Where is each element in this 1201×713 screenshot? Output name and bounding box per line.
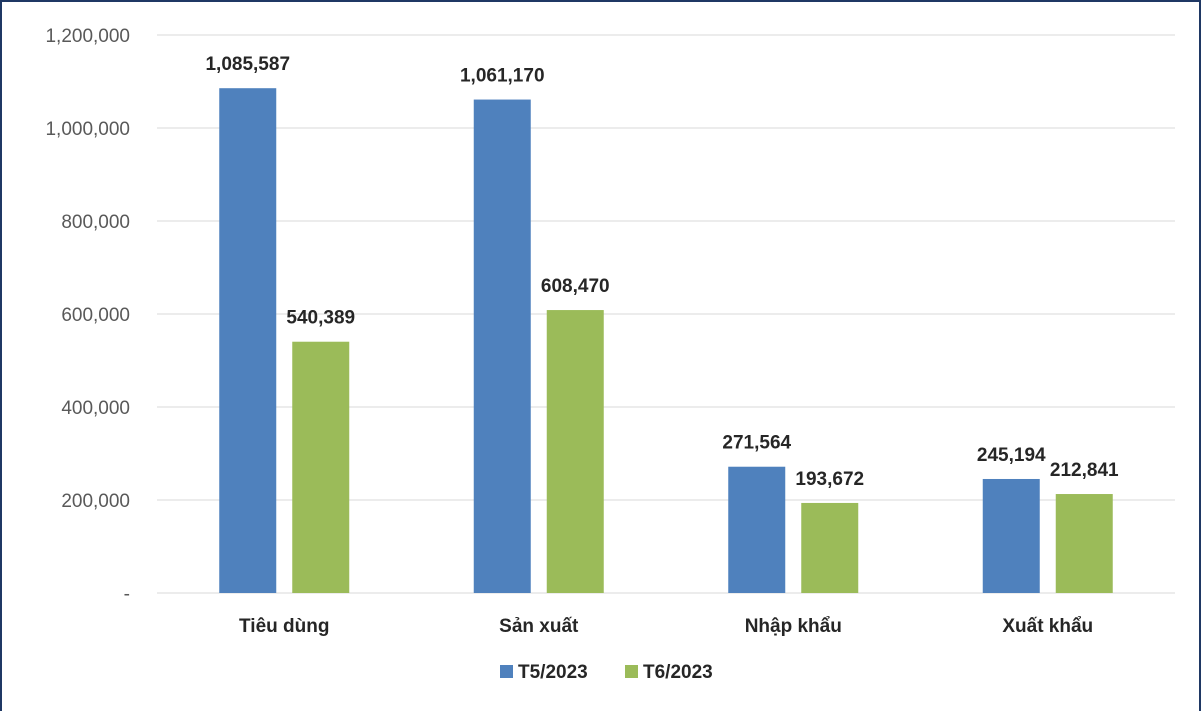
y-tick-label: 200,000 xyxy=(61,491,130,512)
y-tick-label: 400,000 xyxy=(61,398,130,419)
y-tick-label: 600,000 xyxy=(61,305,130,326)
bar xyxy=(728,466,786,593)
x-tick-label: Sản xuất xyxy=(499,616,579,637)
y-tick-label: 800,000 xyxy=(61,212,130,233)
bars xyxy=(219,88,1113,594)
data-label: 193,672 xyxy=(795,469,864,490)
legend-label: T5/2023 xyxy=(518,662,588,683)
x-tick-label: Xuất khẩu xyxy=(1002,616,1093,637)
bar xyxy=(219,88,277,594)
x-tick-label: Tiêu dùng xyxy=(239,616,329,637)
data-label: 608,470 xyxy=(541,276,610,297)
x-tick-label: Nhập khẩu xyxy=(745,616,842,637)
data-label: 212,841 xyxy=(1050,460,1119,481)
legend-swatch xyxy=(500,665,513,678)
bar xyxy=(1055,494,1113,593)
y-tick-label: 1,200,000 xyxy=(45,26,130,47)
bar xyxy=(473,99,531,594)
legend-label: T6/2023 xyxy=(643,662,713,683)
legend: T5/2023 T6/2023 xyxy=(500,662,713,683)
bar xyxy=(546,310,604,593)
bar xyxy=(982,478,1040,593)
y-tick-label: - xyxy=(124,584,130,605)
data-label: 540,389 xyxy=(286,308,355,329)
data-label: 245,194 xyxy=(977,445,1046,466)
bar xyxy=(292,341,350,593)
data-labels: 1,085,587 540,389 1,061,170 608,470 271,5641… xyxy=(205,54,1119,490)
bar xyxy=(801,502,859,593)
data-label: 1,085,587 xyxy=(205,54,290,75)
data-label: 271,564 xyxy=(722,433,791,454)
legend-swatch xyxy=(625,665,638,678)
data-label: 1,061,170 xyxy=(460,66,545,87)
y-tick-label: 1,000,000 xyxy=(45,119,130,140)
y-axis: - 200,000 400,000 600,000 800,000 1,000,000 1,… xyxy=(45,26,130,605)
x-axis: Tiêu dùng Sản xuất Nhập khẩu Xuất khẩu xyxy=(239,616,1093,637)
